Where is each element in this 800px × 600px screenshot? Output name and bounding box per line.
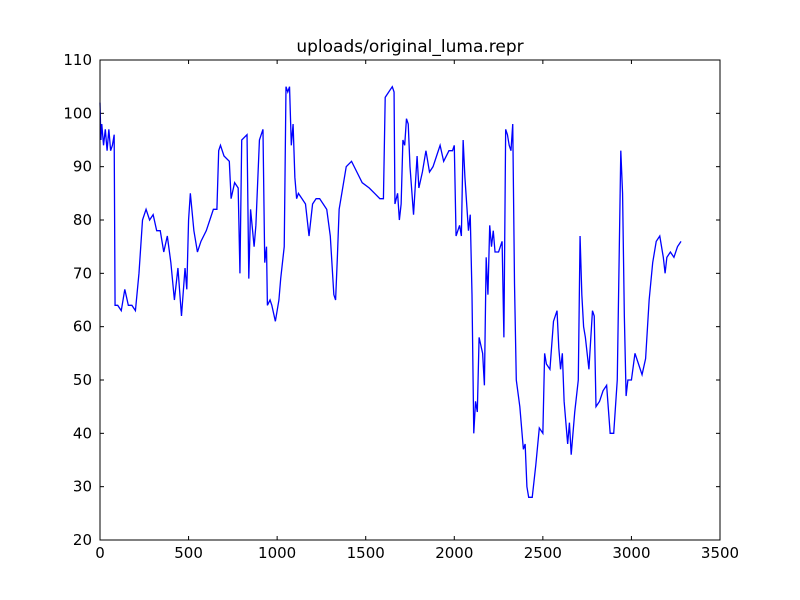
y-tick-label: 30: [73, 478, 92, 496]
y-tick-label: 90: [73, 158, 92, 176]
x-tick-label: 3000: [612, 544, 650, 562]
y-tick-label: 50: [73, 371, 92, 389]
y-tick-label: 20: [73, 531, 92, 549]
x-tick-label: 2000: [435, 544, 473, 562]
x-tick-label: 3500: [701, 544, 739, 562]
chart-title: uploads/original_luma.repr: [296, 37, 523, 57]
y-tick-label: 100: [63, 104, 92, 122]
y-tick-label: 80: [73, 211, 92, 229]
y-tick-label: 70: [73, 264, 92, 282]
y-tick-label: 40: [73, 424, 92, 442]
x-tick-label: 0: [95, 544, 105, 562]
x-tick-label: 500: [174, 544, 203, 562]
x-tick-label: 1500: [347, 544, 385, 562]
x-tick-label: 2500: [524, 544, 562, 562]
x-tick-label: 1000: [258, 544, 296, 562]
y-tick-label: 110: [63, 51, 92, 69]
data-line: [99, 85, 682, 498]
y-tick-label: 60: [73, 318, 92, 336]
plot-frame: [99, 59, 721, 541]
